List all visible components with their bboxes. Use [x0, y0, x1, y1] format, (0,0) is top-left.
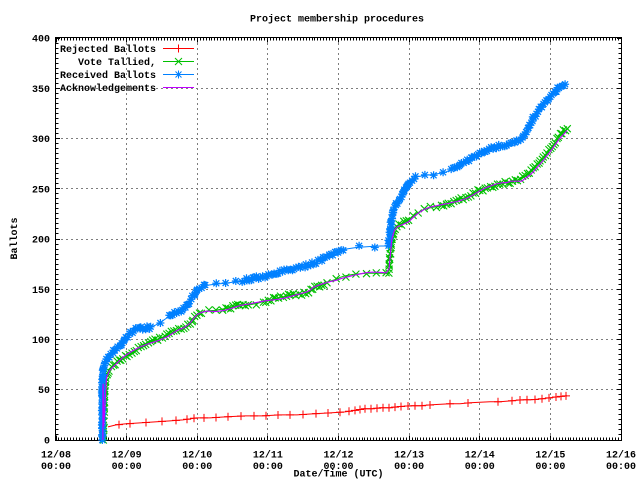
- svg-text:150: 150: [32, 286, 50, 297]
- svg-text:Rejected Ballots: Rejected Ballots: [60, 44, 156, 56]
- svg-text:12/08: 12/08: [41, 450, 71, 462]
- svg-text:00:00: 00:00: [182, 462, 212, 473]
- svg-text:400: 400: [32, 35, 50, 46]
- svg-text:0: 0: [44, 437, 50, 448]
- svg-text:00:00: 00:00: [465, 462, 495, 473]
- svg-text:12/12: 12/12: [323, 450, 353, 462]
- svg-text:Received Ballots: Received Ballots: [60, 70, 156, 82]
- svg-text:Acknowledgements: Acknowledgements: [60, 83, 156, 95]
- svg-text:12/13: 12/13: [394, 450, 424, 462]
- svg-text:00:00: 00:00: [606, 462, 636, 473]
- svg-text:12/14: 12/14: [465, 450, 495, 462]
- svg-text:00:00: 00:00: [323, 462, 353, 473]
- svg-text:12/10: 12/10: [182, 450, 212, 462]
- svg-text:12/16: 12/16: [606, 450, 636, 462]
- svg-text:Ballots: Ballots: [9, 217, 21, 259]
- svg-text:100: 100: [32, 336, 50, 347]
- svg-text:Date/Time (UTC): Date/Time (UTC): [293, 469, 383, 480]
- svg-text:300: 300: [32, 135, 50, 146]
- svg-text:12/11: 12/11: [253, 450, 283, 462]
- svg-text:00:00: 00:00: [253, 462, 283, 473]
- svg-text:00:00: 00:00: [41, 462, 71, 473]
- svg-text:12/09: 12/09: [112, 450, 142, 462]
- svg-text:12/15: 12/15: [535, 450, 565, 462]
- svg-text:00:00: 00:00: [535, 462, 565, 473]
- svg-text:Vote Tallied,: Vote Tallied,: [78, 57, 156, 69]
- svg-text:50: 50: [38, 386, 50, 397]
- svg-text:350: 350: [32, 85, 50, 96]
- svg-text:200: 200: [32, 236, 50, 247]
- svg-text:250: 250: [32, 185, 50, 196]
- svg-text:00:00: 00:00: [394, 462, 424, 473]
- svg-text:00:00: 00:00: [112, 462, 142, 473]
- svg-text:Project membership procedures: Project membership procedures: [250, 14, 424, 26]
